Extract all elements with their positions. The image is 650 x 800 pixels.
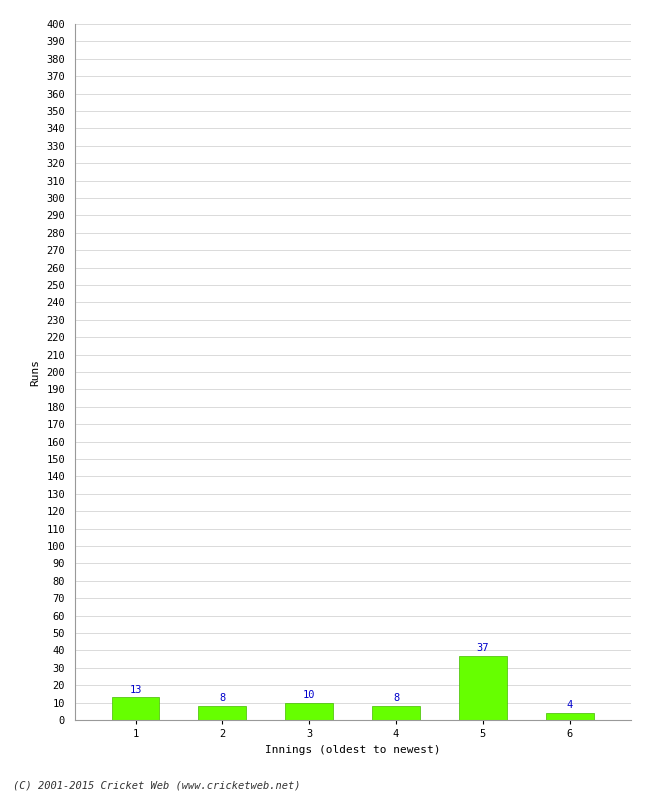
Text: 8: 8 [393,694,399,703]
Bar [372,706,420,720]
Y-axis label: Runs: Runs [31,358,41,386]
Bar [198,706,246,720]
Bar [285,702,333,720]
Bar [546,713,593,720]
X-axis label: Innings (oldest to newest): Innings (oldest to newest) [265,745,441,754]
Bar [459,656,507,720]
Text: 10: 10 [303,690,315,700]
Text: 4: 4 [567,701,573,710]
Text: (C) 2001-2015 Cricket Web (www.cricketweb.net): (C) 2001-2015 Cricket Web (www.cricketwe… [13,781,300,790]
Text: 37: 37 [476,643,489,653]
Bar [112,698,159,720]
Text: 8: 8 [219,694,226,703]
Text: 13: 13 [129,685,142,694]
